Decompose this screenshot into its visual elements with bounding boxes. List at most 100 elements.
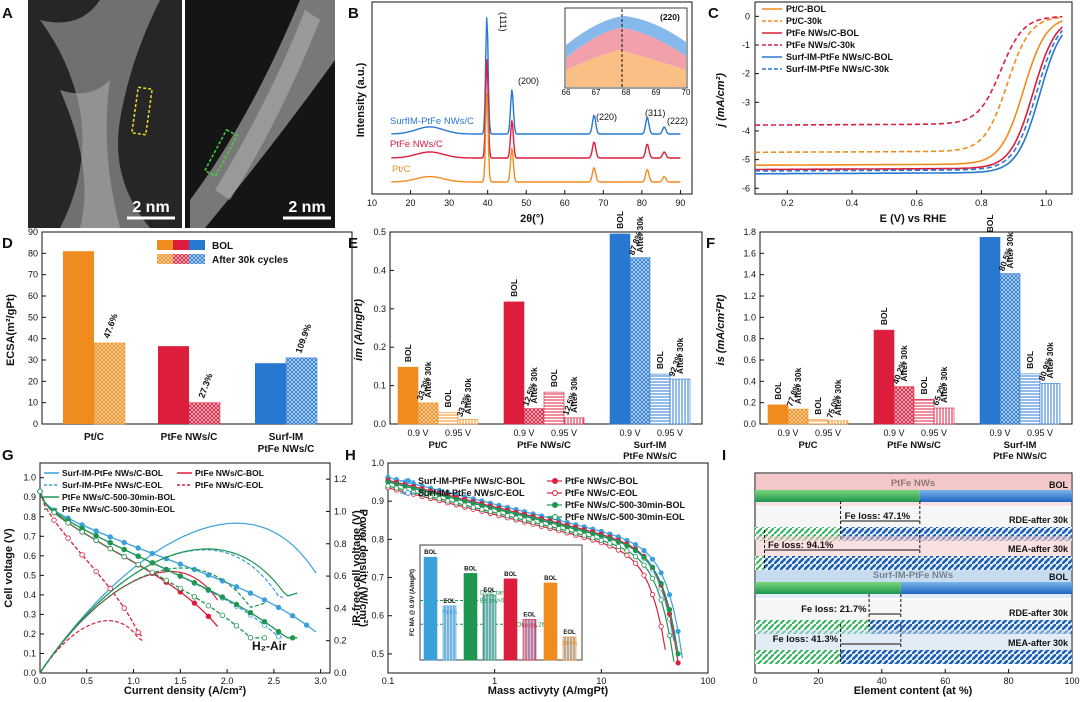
tafel-legend-label: PtFe NWs/C-EOL xyxy=(565,488,638,498)
tafel-point xyxy=(675,628,681,634)
pol-point xyxy=(261,635,268,641)
is-sub-tick: 0.9 V xyxy=(883,428,904,438)
lsv-x-label: E (V) vs RHE xyxy=(880,213,947,225)
pol-y-tick-label: 0.4 xyxy=(23,590,36,600)
pol-legend-label: PtFe NWs/C-BOL xyxy=(195,468,264,478)
fe-bar xyxy=(755,490,920,502)
inset-retention: 79.6% xyxy=(442,610,458,616)
pol-point xyxy=(79,529,85,535)
pol-point xyxy=(247,590,254,596)
pol-point xyxy=(177,585,183,592)
pol-point xyxy=(149,560,155,566)
lsv-legend-label: PtFe NWs/C-30k xyxy=(786,40,856,50)
ecsa-category-label: Surf-IM PtFe NWs/C xyxy=(258,432,315,455)
is-sub-tick: 0.9 V xyxy=(989,428,1010,438)
ecsa-y-tick-label: 50 xyxy=(28,312,38,322)
pol-legend-label: PtFe NWs/C-500-30min-BOL xyxy=(62,492,175,502)
im-bar xyxy=(649,373,671,425)
panel-e: E im (A/mgPt) 0.0 0.1 0.2 0.3 0.4 0.5 BOL After… xyxy=(348,211,703,462)
tafel-point xyxy=(632,547,639,553)
im-bar xyxy=(629,257,651,425)
im-sub-tick: 0.95 V xyxy=(657,428,683,438)
inset-retention: 29.6% xyxy=(562,641,578,647)
tafel-point xyxy=(590,535,596,541)
tafel-legend-marker xyxy=(552,514,558,520)
is-sub-tick: 0.95 V xyxy=(921,428,947,438)
panel-i: I Element content (at %) 020406080100PtF… xyxy=(722,447,1080,697)
panel-label-f: F xyxy=(706,235,715,252)
panel-f: F is (mA/cm²Pt) 0.0 0.2 0.4 0.6 0.8 1.0 1.2 1.4… xyxy=(706,214,1073,462)
panel-a: 2 nm 2 nm A xyxy=(2,0,335,228)
pol-point xyxy=(233,584,240,590)
im-bar-label: BOL xyxy=(403,344,413,362)
im-bar-label: After 30k xyxy=(635,216,645,253)
pol-y-label: Cell voltage (V) xyxy=(3,528,15,608)
tafel-point xyxy=(385,483,391,489)
pol-point xyxy=(135,629,141,636)
pol-y-tick-label: 0.9 xyxy=(23,492,36,502)
pol-x-tick-label: 0.5 xyxy=(81,676,94,686)
xrd-x-tick-label: 70 xyxy=(598,198,608,208)
lsv-curve xyxy=(755,16,1063,154)
xrd-series-surf xyxy=(391,17,681,135)
pol-point xyxy=(93,568,99,575)
lsv-y-tick-label: 0 xyxy=(745,11,750,21)
tafel-point xyxy=(649,556,656,562)
pol-point xyxy=(219,594,226,600)
inset-tick-label: 68 xyxy=(622,88,631,97)
tafel-point xyxy=(658,580,664,586)
is-category-label: Surf-IM PtFe NWs/C xyxy=(993,440,1047,462)
tafel-point xyxy=(658,597,664,603)
xrd-x-tick-label: 50 xyxy=(521,198,531,208)
comp-x-tick-label: 40 xyxy=(877,676,887,686)
is-bar-label: BOL xyxy=(1025,351,1035,369)
pol-y2-tick-label: 0.6 xyxy=(334,571,347,581)
is-bar xyxy=(893,386,915,425)
comp-x-tick-label: 100 xyxy=(1064,676,1079,686)
pol-point xyxy=(233,623,240,629)
tafel-point xyxy=(556,526,562,532)
pol-point xyxy=(65,520,71,526)
xrd-legend-ptfe: PtFe NWs/C xyxy=(390,139,443,150)
pol-point xyxy=(261,619,268,625)
tafel-legend-marker xyxy=(552,478,558,484)
tafel-point xyxy=(496,511,502,517)
lsv-curve xyxy=(755,15,1063,126)
pol-point xyxy=(121,539,127,546)
tafel-point xyxy=(632,541,639,548)
ecsa-bar-bol xyxy=(63,251,94,424)
pol-point xyxy=(149,550,155,557)
lsv-x-tick-label: 0.6 xyxy=(910,198,923,208)
tafel-point xyxy=(624,552,630,559)
pt-bar xyxy=(900,582,1072,594)
pol-y2-tick-label: 0.8 xyxy=(334,539,347,549)
inset-label: (220) xyxy=(660,12,680,22)
tafel-axes xyxy=(387,462,709,674)
tafel-point xyxy=(564,528,570,534)
tafel-point xyxy=(666,606,673,613)
ecsa-retention-label: 109.9% xyxy=(293,322,313,354)
ecsa-y-tick-label: 60 xyxy=(28,291,38,301)
pol-y2-tick-label: 0.2 xyxy=(334,636,347,646)
is-y-tick-label: 1.0 xyxy=(743,312,756,322)
is-y-tick-label: 1.6 xyxy=(743,248,756,258)
im-y-tick-label: 0.3 xyxy=(373,304,386,314)
pol-point xyxy=(303,622,310,628)
panel-c: C j (mA/cm²) E (V) vs RHE 0.2 0.4 0.6 0.8 1.… xyxy=(708,1,1073,225)
pol-y2-tick-label: 0.0 xyxy=(334,668,347,678)
comp-x-label: Element content (at %) xyxy=(854,685,973,697)
doe-label: DOE target xyxy=(480,589,513,596)
pol-y-tick-label: 0.5 xyxy=(23,570,36,580)
pol-point xyxy=(37,488,43,495)
is-bar xyxy=(1019,373,1041,425)
is-bar-label: BOL xyxy=(879,307,889,325)
im-bar xyxy=(503,301,525,425)
im-bar-label: After 30k xyxy=(463,378,473,415)
xrd-series-ptfe xyxy=(391,59,681,159)
im-category-label: PtFe NWs/C xyxy=(517,440,571,451)
comp-x-tick-label: 80 xyxy=(1004,676,1014,686)
pol-legend-label: PtFe NWs/C-EOL xyxy=(195,480,263,490)
pol-x-tick-label: 2.0 xyxy=(221,676,234,686)
peak-222: (222) xyxy=(667,116,688,126)
pol-point xyxy=(289,613,296,619)
